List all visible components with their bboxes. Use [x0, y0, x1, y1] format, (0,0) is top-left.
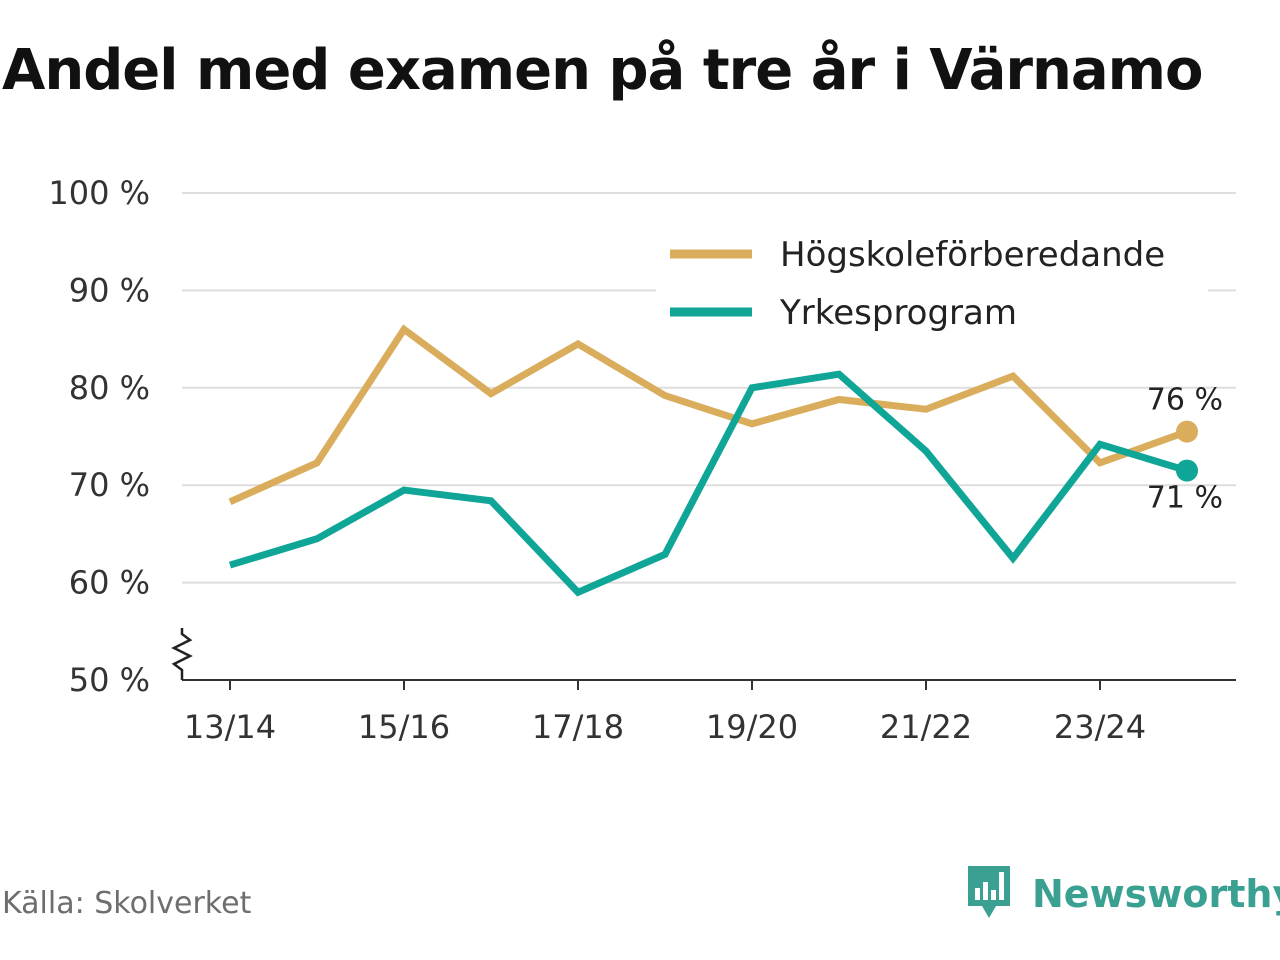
chart-title: Andel med examen på tre år i Värnamo [2, 38, 1203, 103]
legend-background [656, 226, 1208, 344]
end-value-label: 71 % [1147, 481, 1223, 516]
series-line [228, 324, 1189, 505]
x-tick-label: 23/24 [1054, 708, 1146, 746]
legend-label: Yrkesprogram [779, 293, 1017, 333]
source-note: Källa: Skolverket [2, 886, 252, 921]
brand-name: Newsworthy [1032, 872, 1280, 916]
y-tick-label: 60 % [69, 564, 150, 602]
x-tick-label: 21/22 [880, 708, 972, 746]
y-tick-label: 80 % [69, 369, 150, 407]
x-axis: 13/14 15/16 17/18 19/20 21/22 23/24 [171, 628, 1236, 746]
brand-logo: Newsworthy [964, 862, 1280, 926]
newsworthy-logo-icon [964, 862, 1014, 926]
series-end-point [1176, 420, 1198, 443]
axis-break-marker [171, 628, 193, 680]
y-tick-label: 100 % [48, 174, 150, 212]
x-tick-label: 13/14 [184, 708, 276, 746]
y-tick-label: 50 % [69, 661, 150, 699]
series-line [228, 370, 1189, 597]
series-lines: 76 % 71 % [228, 324, 1223, 597]
y-tick-label: 70 % [69, 466, 150, 504]
legend: Högskoleförberedande Yrkesprogram [656, 226, 1208, 344]
x-tick-label: 15/16 [358, 708, 450, 746]
y-axis-tick-labels: 50 % 60 % 70 % 80 % 90 % 100 % [48, 174, 150, 699]
series-end-point [1176, 459, 1198, 482]
end-value-label: 76 % [1147, 383, 1223, 418]
y-tick-label: 90 % [69, 271, 150, 309]
x-tick-label: 19/20 [706, 708, 798, 746]
legend-label: Högskoleförberedande [780, 235, 1165, 275]
x-tick-label: 17/18 [532, 708, 624, 746]
